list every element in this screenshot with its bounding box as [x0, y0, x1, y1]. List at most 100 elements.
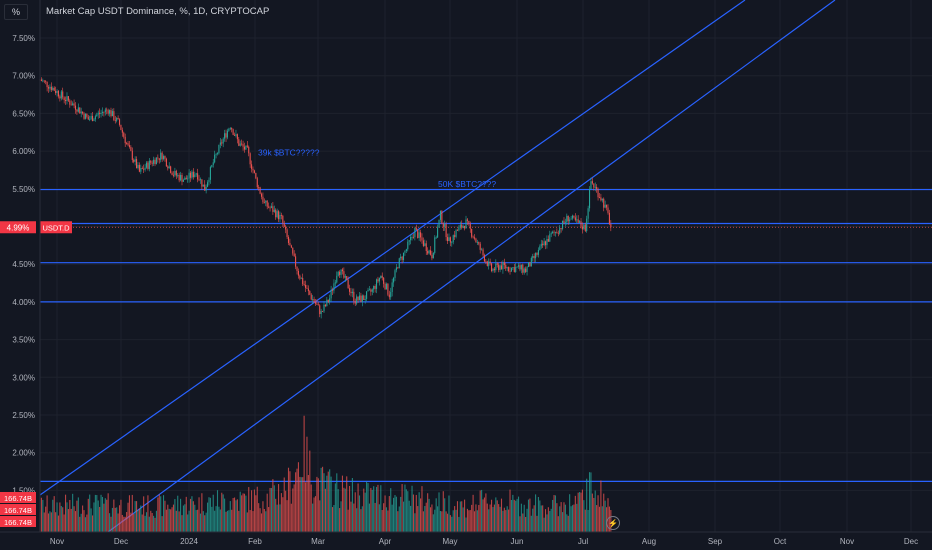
volume-bar [218, 506, 220, 532]
candle-body [329, 298, 331, 303]
volume-bar [375, 486, 378, 532]
candle-body [263, 202, 265, 204]
candle-body [117, 117, 119, 120]
candle-body [601, 198, 603, 201]
volume-bar [354, 492, 356, 532]
volume-bar [603, 493, 605, 532]
candle-body [326, 299, 328, 307]
candle-body [393, 277, 395, 283]
candle-body [276, 211, 278, 218]
volume-bar [150, 510, 152, 532]
volume-bar [181, 515, 183, 532]
volume-bar [434, 509, 436, 532]
volume-bar [580, 492, 582, 532]
lightning-icon[interactable]: ⚡ [606, 516, 620, 530]
candle-body [259, 187, 261, 194]
candle-body [564, 222, 566, 224]
price-label-bg [0, 221, 36, 234]
volume-bar [82, 505, 84, 532]
candle-body [136, 159, 138, 169]
candle-body [512, 267, 514, 268]
candle-body [464, 225, 466, 229]
candle-body [133, 159, 135, 162]
candle-body [72, 103, 74, 106]
candle-body [331, 289, 334, 291]
candle-body [404, 250, 406, 253]
candle-body [387, 283, 389, 295]
volume-bar [579, 492, 581, 532]
volume-bar [300, 477, 302, 532]
candle-body [143, 168, 145, 170]
volume-bar [153, 515, 155, 532]
volume-bar [333, 504, 335, 532]
candle-body [74, 105, 77, 110]
volume-bar [141, 514, 143, 532]
volume-bar [532, 508, 534, 532]
volume-bar [104, 498, 106, 532]
candle-body [322, 311, 324, 312]
candle-body [272, 206, 274, 212]
candle-body [410, 236, 412, 241]
volume-bar [299, 476, 301, 532]
candle-body [520, 264, 522, 270]
volume-bar [226, 510, 228, 532]
volume-bar [224, 498, 226, 532]
volume-bar [465, 517, 467, 532]
volume-bar [114, 507, 116, 532]
candle-body [481, 249, 483, 251]
candle-body [185, 177, 187, 180]
volume-bar [400, 496, 402, 532]
volume-bar [53, 496, 55, 532]
volume-bar [270, 488, 273, 532]
candle-body [563, 220, 565, 223]
volume-bar [290, 503, 292, 532]
volume-bar [349, 486, 351, 532]
y-tick-label: 6.50% [12, 109, 35, 118]
candle-body [377, 279, 379, 282]
candle-body [317, 304, 319, 306]
candle-body [435, 237, 437, 239]
volume-bar [130, 512, 132, 532]
candle-body [47, 87, 50, 89]
volume-bar [201, 493, 203, 532]
candle-body [364, 298, 366, 300]
volume-label-bg [0, 504, 36, 515]
candle-body [170, 166, 172, 173]
candle-body [431, 254, 433, 259]
candle-body [42, 80, 44, 82]
candle-body [101, 111, 104, 113]
volume-bar [343, 487, 345, 532]
x-tick-label: Jul [578, 537, 588, 546]
y-tick-label: 2.00% [12, 449, 35, 458]
volume-bar [170, 509, 172, 532]
candle-body [218, 144, 220, 154]
volume-bar [93, 502, 95, 532]
volume-bar [527, 499, 530, 532]
x-tick-label: May [442, 537, 457, 546]
channel-upper-line [39, 0, 746, 496]
percent-scale-button[interactable]: % [4, 4, 28, 20]
volume-bar [128, 495, 131, 532]
candle-body [111, 111, 113, 117]
volume-bar [120, 499, 122, 532]
candle-body [360, 295, 362, 303]
candle-body [530, 257, 532, 267]
x-tick-label: Dec [904, 537, 918, 546]
volume-bar [391, 504, 393, 532]
volume-bar [445, 511, 447, 532]
volume-bar [207, 502, 209, 532]
candle-body [476, 242, 478, 243]
candle-body [454, 235, 456, 237]
volume-bar [363, 488, 365, 532]
volume-bar [591, 493, 593, 532]
candle-body [107, 110, 109, 114]
candle-body [509, 271, 511, 272]
candle-body [172, 174, 175, 176]
volume-bar [253, 489, 255, 532]
candle-body [55, 90, 57, 94]
candle-body [79, 107, 81, 114]
volume-bar [100, 494, 102, 532]
candle-body [260, 193, 263, 197]
volume-bar [508, 509, 510, 532]
candle-body [346, 276, 348, 280]
